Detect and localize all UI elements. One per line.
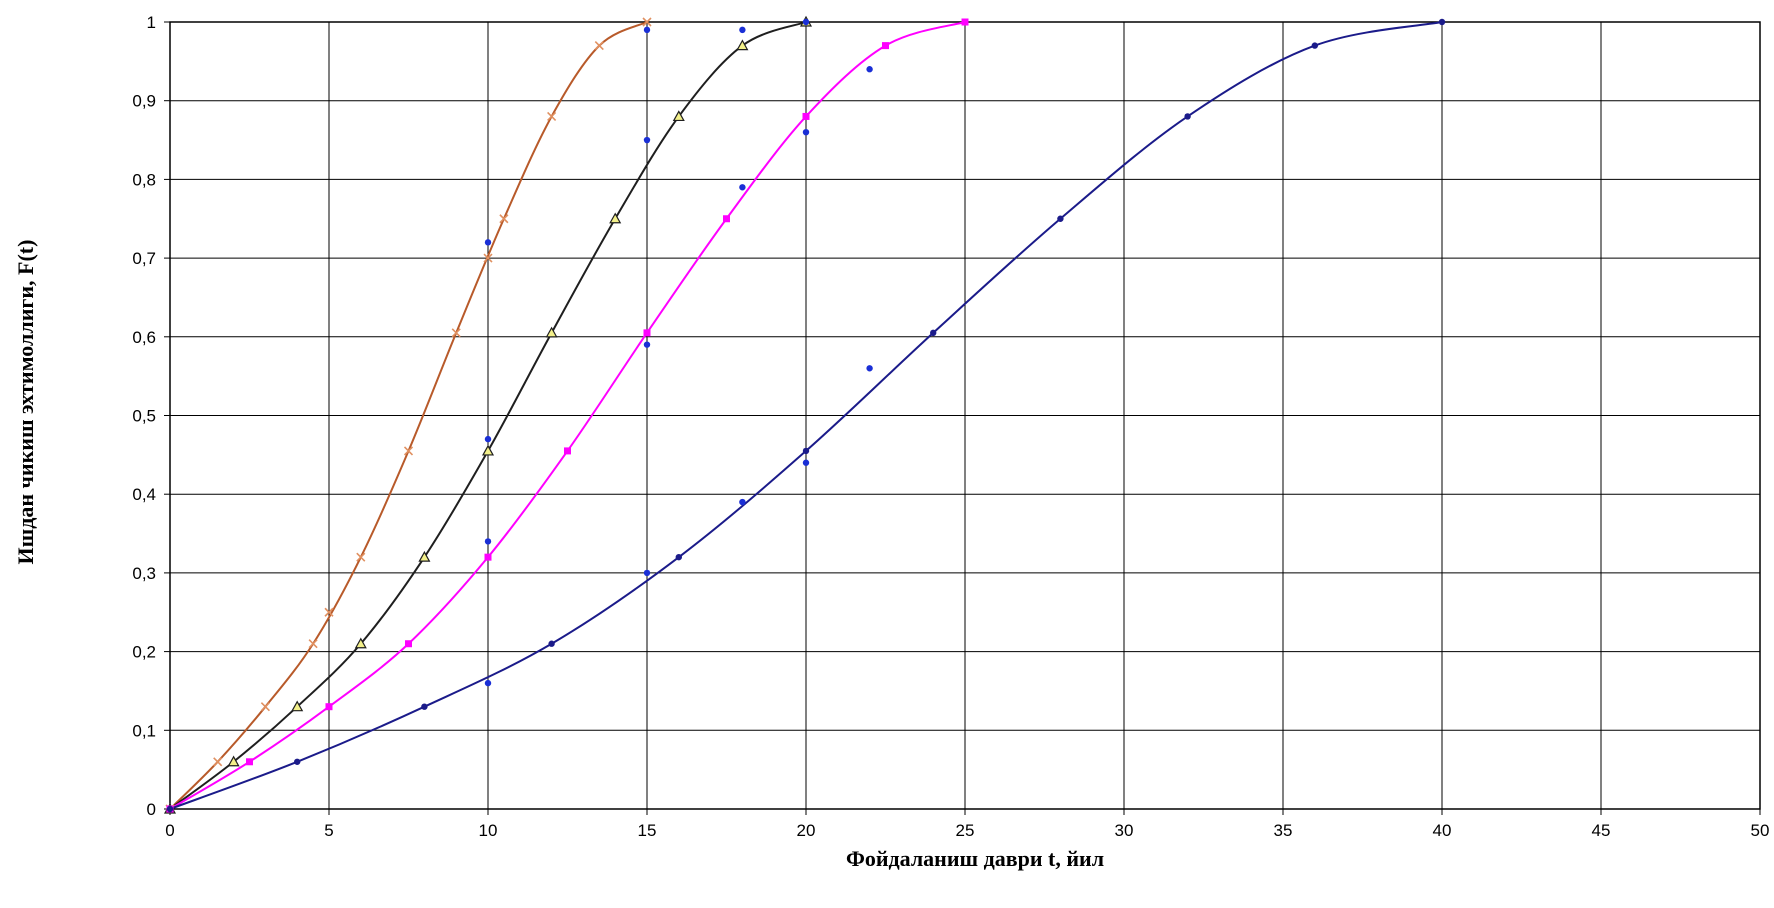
y-axis-title: Ишдан чикиш эхтимоллиги, F(t)	[13, 240, 38, 565]
series-1-point	[291, 700, 304, 712]
series-4-point	[484, 538, 492, 545]
series-4-point	[484, 435, 492, 443]
series-4-point	[866, 66, 873, 73]
series-2-point	[961, 18, 969, 26]
series-4-point	[484, 239, 492, 246]
x-axis-title: Фойдаланиш даври t, йил	[846, 846, 1104, 871]
series-0-point	[213, 757, 223, 767]
x-tick-label: 15	[638, 821, 657, 840]
series-3-point	[1438, 18, 1446, 26]
y-tick-labels: 0 0,1 0,2 0,3 0,4 0,5 0,6 0,7 0,8 0,9 1	[132, 13, 156, 819]
x-tick-label: 50	[1751, 821, 1770, 840]
series-2-point	[882, 42, 889, 50]
y-tick-label: 0,8	[132, 170, 156, 189]
series-4-point	[866, 365, 873, 372]
series-2-point	[484, 553, 492, 561]
y-tick-label: 0,9	[132, 92, 156, 111]
x-tick-label: 45	[1592, 821, 1611, 840]
series-4-point	[739, 498, 746, 506]
series-2-point	[405, 640, 412, 648]
series-1-point	[736, 39, 749, 51]
series-3-curve	[169, 21, 1443, 810]
series-1-point	[354, 637, 367, 649]
series-1-point	[609, 212, 622, 224]
x-tick-label: 20	[797, 821, 816, 840]
series-0-point	[547, 111, 557, 122]
x-tick-labels: 0 5 10 15 20 25 30 35 40 45 50	[165, 821, 1769, 840]
series-2-point	[246, 758, 253, 766]
series-0-point	[483, 253, 493, 263]
series-4-point	[643, 569, 651, 577]
series-4-point	[643, 341, 651, 348]
series-3-point	[930, 329, 937, 337]
x-tick-label: 30	[1115, 821, 1134, 840]
series-1-point	[418, 550, 431, 562]
y-tick-label: 0,3	[132, 564, 156, 583]
series-4-point	[643, 136, 651, 144]
y-tick-label: 0,2	[132, 643, 156, 662]
series-2-point	[643, 329, 651, 337]
series-0-point	[642, 17, 652, 27]
series-3-point	[675, 553, 682, 561]
series-0-point	[308, 639, 318, 649]
series-3-point	[294, 758, 301, 765]
series-3-point	[802, 447, 810, 455]
series-3-point	[1311, 42, 1319, 49]
series-0-point	[594, 41, 604, 51]
series-2-point	[723, 215, 730, 223]
series-0-point	[451, 328, 461, 338]
series-3-point	[1184, 113, 1191, 120]
series-4-point	[484, 679, 492, 687]
series-2-curve	[169, 21, 966, 810]
series-4-point	[802, 459, 810, 466]
series-0-point	[403, 446, 414, 456]
series-4-point	[739, 26, 746, 34]
series-3-point	[1057, 215, 1064, 222]
x-tick-label: 35	[1274, 821, 1293, 840]
y-tick-label: 0,4	[132, 485, 156, 504]
series-2-point	[802, 112, 810, 120]
y-tick-label: 0,7	[132, 249, 156, 268]
x-tick-label: 25	[956, 821, 975, 840]
y-tick-label: 0,6	[132, 328, 156, 347]
series-4-point	[643, 26, 651, 34]
y-tick-label: 0,5	[132, 407, 156, 426]
y-tick-label: 0	[147, 800, 156, 819]
series-4-point	[739, 184, 746, 191]
x-tick-label: 5	[324, 821, 333, 840]
series-2-point	[564, 447, 571, 455]
series-1-point	[545, 326, 558, 338]
x-tick-label: 0	[165, 821, 174, 840]
series-0-point	[260, 702, 270, 712]
series-markers	[163, 15, 1446, 814]
series-0-point	[499, 214, 509, 224]
series-4-point	[802, 18, 810, 26]
series-3-point	[166, 805, 174, 813]
series-0-point	[324, 607, 334, 617]
series-0-point	[356, 552, 366, 562]
y-tick-label: 0,1	[132, 721, 156, 740]
series-1-point	[672, 110, 685, 122]
x-tick-label: 40	[1433, 821, 1452, 840]
series-1-point	[481, 444, 495, 456]
series-1-point	[227, 755, 240, 767]
series-4-point	[802, 128, 810, 136]
series-3-point	[421, 703, 428, 710]
x-tick-label: 10	[479, 821, 498, 840]
y-tick-label: 1	[147, 13, 156, 32]
series-2-point	[325, 703, 333, 711]
chart-grid	[164, 21, 1761, 815]
series-0-curve	[169, 21, 648, 810]
series-3-point	[548, 640, 555, 647]
